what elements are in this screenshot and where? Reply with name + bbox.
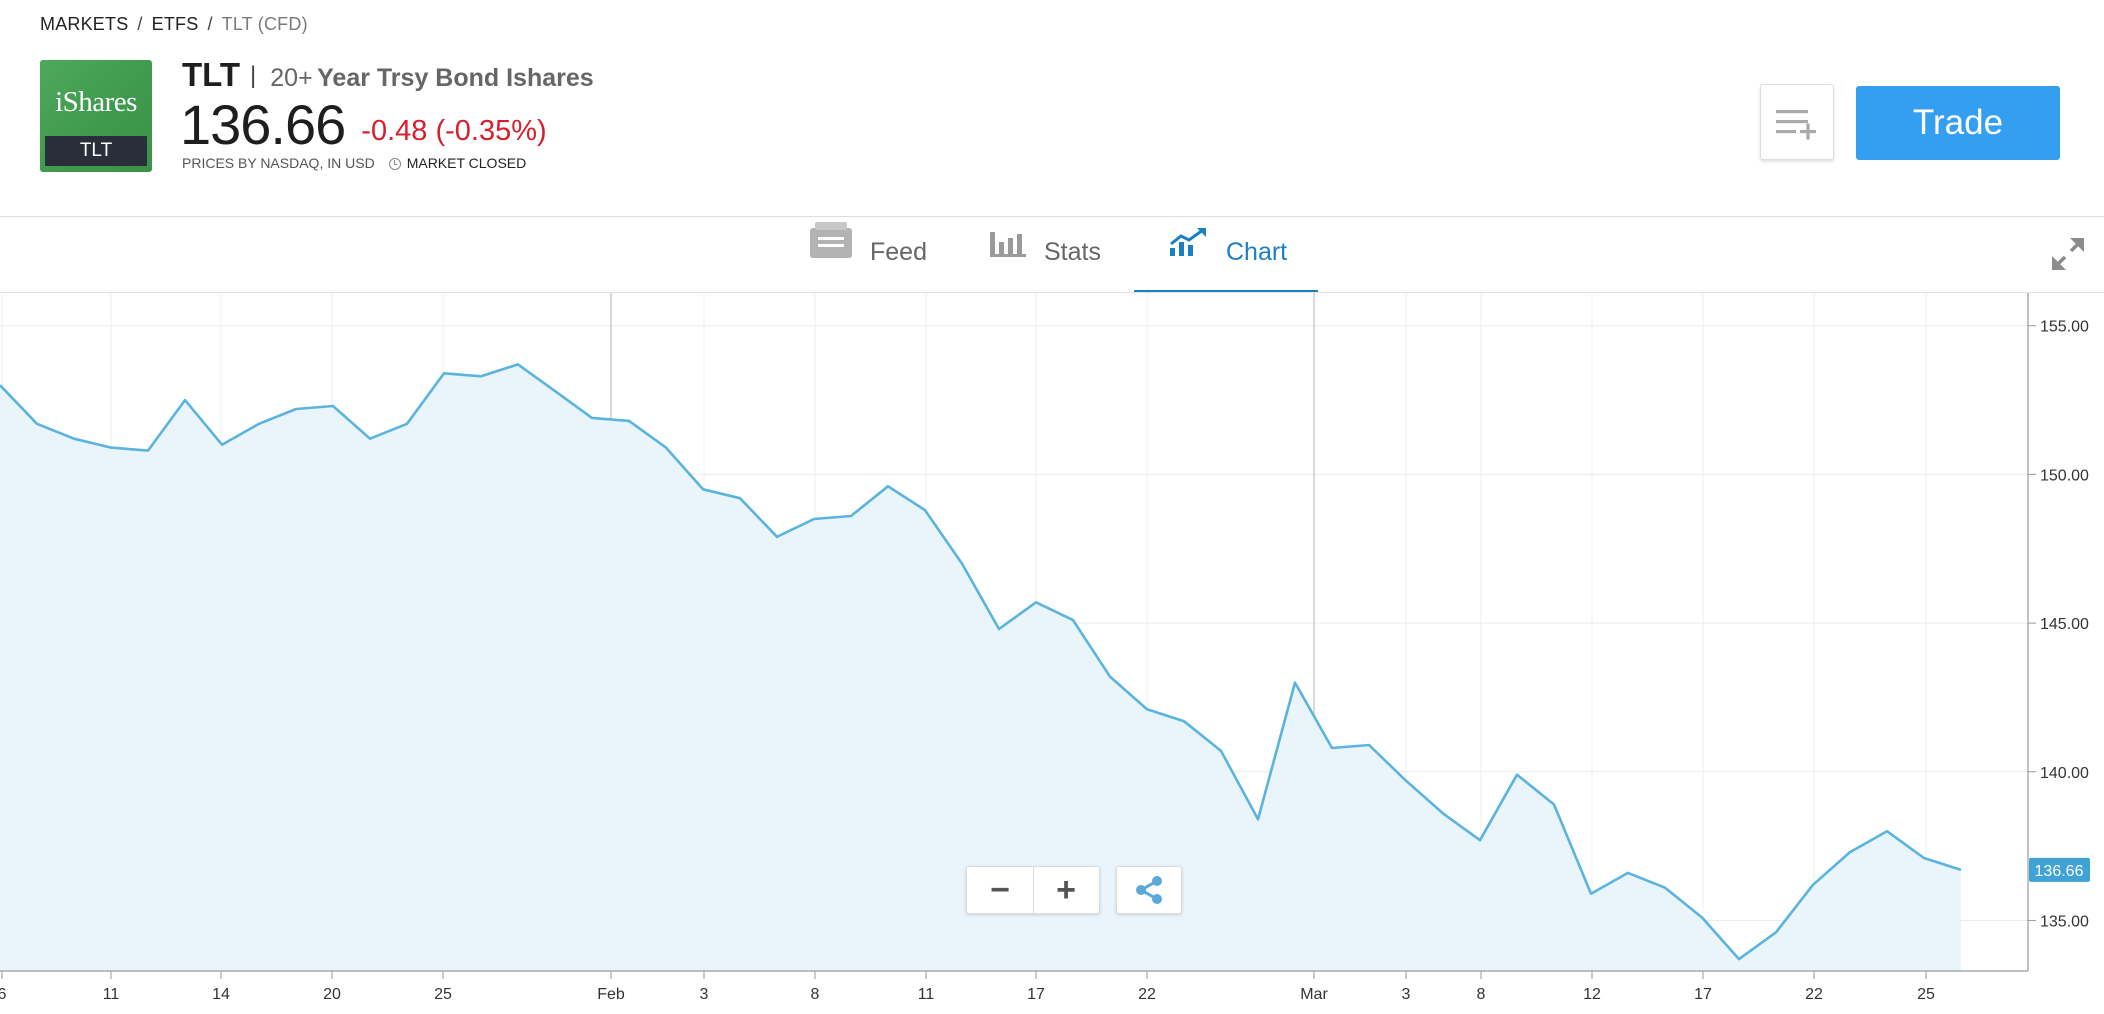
- tabs-divider: [0, 292, 2104, 293]
- y-tick-label: 150.00: [2040, 467, 2089, 484]
- market-status: MARKET CLOSED: [406, 155, 527, 171]
- share-icon: [1136, 876, 1162, 904]
- price-row: 136.66 -0.48 (-0.35%): [180, 92, 547, 157]
- breadcrumb-separator: /: [207, 14, 213, 34]
- last-price-label: 136.66: [2035, 863, 2084, 880]
- clock-icon: [388, 158, 401, 170]
- prices-by-text: PRICES BY NASDAQ, IN USD: [182, 155, 375, 171]
- feed-icon: [810, 220, 852, 280]
- instrument-name: Year Trsy Bond Ishares: [317, 64, 594, 92]
- x-tick-label: 20: [323, 986, 341, 1003]
- breadcrumb-current: TLT (CFD): [221, 14, 308, 34]
- breadcrumb-etfs[interactable]: ETFS: [151, 14, 199, 34]
- tab-feed[interactable]: Feed: [810, 222, 927, 292]
- price-line: [0, 363, 1962, 961]
- instrument-logo: iShares TLT: [40, 60, 152, 172]
- instrument-ticker: TLT: [182, 56, 241, 93]
- price-info: PRICES BY NASDAQ, IN USD MARKET CLOSED: [182, 155, 526, 171]
- instrument-title: TLT | 20+ Year Trsy Bond Ishares: [182, 56, 594, 94]
- logo-brand-text: iShares: [55, 86, 137, 118]
- x-tick-label: 8: [811, 986, 820, 1003]
- y-tick-label: 135.00: [2040, 913, 2089, 930]
- expand-icon[interactable]: [2050, 236, 2086, 277]
- x-tick-label: 3: [1402, 986, 1411, 1003]
- price-area: [0, 364, 1961, 971]
- tab-chart-label: Chart: [1226, 238, 1288, 266]
- x-tick-label: Mar: [1300, 986, 1328, 1003]
- y-tick-label: 155.00: [2040, 319, 2089, 336]
- chart-icon: [1170, 220, 1208, 280]
- x-tick-label: 25: [1917, 986, 1935, 1003]
- breadcrumb-separator: /: [137, 14, 143, 34]
- breadcrumb-markets[interactable]: MARKETS: [40, 14, 129, 34]
- trade-button[interactable]: Trade: [1856, 86, 2060, 160]
- title-separator: |: [250, 62, 257, 89]
- x-tick-label: 22: [1805, 986, 1823, 1003]
- logo-ticker-text: TLT: [45, 136, 147, 166]
- add-to-watchlist-icon: [1776, 110, 1816, 140]
- x-tick-label: 17: [1027, 986, 1045, 1003]
- x-tick-label: 14: [212, 986, 230, 1003]
- x-tick-label: 11: [918, 986, 935, 1003]
- zoom-in-button[interactable]: +: [1056, 871, 1076, 909]
- zoom-out-button[interactable]: −: [967, 867, 1034, 913]
- x-tick-label: Feb: [597, 986, 625, 1003]
- current-price: 136.66: [180, 93, 346, 156]
- x-tick-label: 8: [1477, 986, 1486, 1003]
- x-tick-label: 17: [1694, 986, 1712, 1003]
- x-tick-label: 3: [700, 986, 709, 1003]
- x-tick-label: 22: [1138, 986, 1156, 1003]
- tab-stats-label: Stats: [1044, 238, 1101, 266]
- active-tab-indicator: [1134, 290, 1318, 293]
- share-button[interactable]: [1116, 866, 1182, 914]
- zoom-controls: − +: [966, 866, 1100, 914]
- instrument-name-prefix: 20+: [270, 64, 313, 92]
- tab-stats[interactable]: Stats: [990, 222, 1101, 292]
- x-tick-label: 12: [1583, 986, 1601, 1003]
- stats-icon: [990, 220, 1026, 280]
- header-divider: [0, 216, 2104, 217]
- breadcrumb: MARKETS / ETFS / TLT (CFD): [40, 14, 308, 35]
- y-tick-label: 140.00: [2040, 765, 2089, 782]
- price-chart[interactable]: 135.00 140.00 145.00 150.00 155.00 6 11 14 20 25 F…: [0, 293, 2104, 1014]
- y-tick-label: 145.00: [2040, 616, 2089, 633]
- add-to-watchlist-button[interactable]: [1760, 84, 1834, 160]
- tab-chart[interactable]: Chart: [1170, 222, 1287, 292]
- last-price-badge: [2029, 857, 2090, 882]
- x-tick-label: 25: [434, 986, 452, 1003]
- price-change: -0.48 (-0.35%): [361, 115, 547, 147]
- x-tick-label: 6: [0, 986, 7, 1003]
- tab-feed-label: Feed: [870, 238, 927, 266]
- x-tick-label: 11: [103, 986, 120, 1003]
